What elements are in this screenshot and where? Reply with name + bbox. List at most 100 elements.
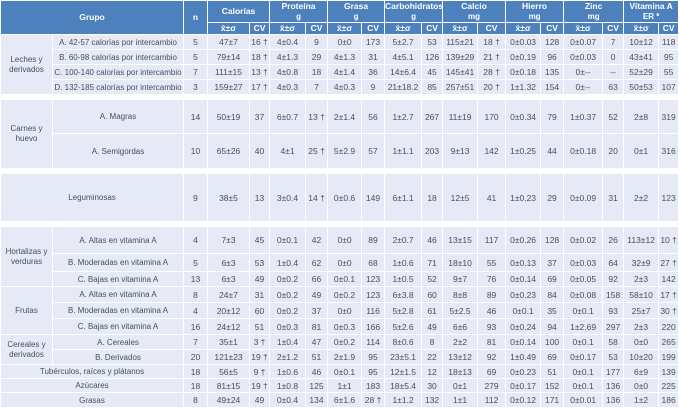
cv-cell: 126 — [422, 50, 443, 64]
n-cell: 8 — [184, 287, 207, 302]
stat-cell: 0±0.03 — [564, 254, 603, 271]
cv-cell: 85 — [422, 80, 443, 94]
cv-cell: 186 — [659, 393, 679, 407]
stat-cell: 0±0 — [328, 254, 362, 271]
stat-cell: 1±1 — [443, 393, 478, 407]
group-cell: Leguminosas — [1, 174, 183, 221]
stat-cell: 1±0.4 — [270, 335, 306, 349]
cv-cell: 55 — [659, 65, 679, 79]
stat-cell: 0±0.17 — [564, 350, 603, 364]
stat-cell: 4±5.1 — [385, 50, 422, 64]
stat-cell: 1±0.8 — [270, 379, 306, 392]
stat-cell: 0±0.1 — [564, 335, 603, 349]
n-cell: 20 — [184, 350, 207, 364]
subgroup-cell: A. Cereales — [53, 335, 183, 349]
column-header-nutrient: Grasa g — [328, 1, 385, 22]
stat-cell: 58±10 — [624, 287, 659, 302]
stat-cell: 0±0.03 — [564, 50, 603, 64]
cv-cell: 17 † — [659, 287, 679, 302]
stat-cell: 6±3 — [208, 272, 249, 286]
stat-cell: 6±3 — [208, 254, 249, 271]
cv-cell: 95 — [362, 365, 385, 378]
stat-cell: 38±5 — [208, 174, 249, 221]
stat-cell: 25±7 — [624, 303, 659, 318]
cv-cell: 9 — [362, 80, 385, 94]
column-header-cv: CV — [422, 23, 443, 34]
subgroup-cell: C. Bajas en vitamina A — [53, 319, 183, 334]
cv-cell: 107 — [659, 80, 679, 94]
subgroup-cell: A. 42-57 calorías por intercambio — [53, 35, 183, 49]
stat-cell: 9±7 — [443, 272, 478, 286]
table-row: Hortalizas y verduras A. Altas en vitamin… — [1, 227, 679, 286]
stat-cell: 0±0.1 — [564, 303, 603, 318]
cv-cell: 69 — [541, 272, 564, 286]
cv-cell: 29 — [541, 174, 564, 221]
cv-cell: 37 — [541, 254, 564, 271]
group-cell: Tubérculos, raíces y plátanos — [1, 365, 183, 378]
stat-cell: 14±6.4 — [385, 65, 422, 79]
stat-cell: 2±2 — [624, 174, 659, 221]
cv-cell: 64 — [603, 254, 624, 271]
column-header-stat: x̄±σ — [506, 23, 541, 34]
stat-cell: 0±0.05 — [564, 272, 603, 286]
stat-cell: 0±0 — [328, 35, 362, 49]
subgroup-cell: A. Altas en vitamina A — [53, 287, 183, 302]
subgroup-cell: A. Semigordas — [53, 134, 183, 168]
nutrient-name: Hierro — [522, 1, 548, 12]
cv-cell: 52 — [422, 272, 443, 286]
cv-cell: 0 — [603, 50, 624, 64]
stat-cell: 1±2.69 — [564, 319, 603, 334]
cv-cell: 46 — [478, 303, 506, 318]
subgroup-cell: C. Bajas en vitamina A — [53, 272, 183, 286]
cv-cell: 171 — [541, 393, 564, 407]
cv-cell: 81 — [306, 319, 328, 334]
cv-cell: 220 — [659, 319, 679, 334]
cv-cell: 93 — [478, 319, 506, 334]
stat-cell: 6±0.7 — [270, 100, 306, 133]
cv-cell: 118 — [659, 35, 679, 49]
header-row-sub: x̄±σ CV x̄±σ CV x̄±σ CV x̄±σ CV x̄±σ CV x̄±σ CV x̄±σ… — [1, 23, 679, 34]
stat-cell: 0±0 — [328, 227, 362, 253]
cv-cell: 92 — [603, 272, 624, 286]
column-header-cv: CV — [659, 23, 679, 34]
table-row: Cereales y derivados A. Cereales 7 35±1 3 † 1… — [1, 335, 679, 364]
group-cell: Carnes y huevo — [1, 100, 52, 168]
stat-cell: 2±0.7 — [385, 227, 422, 253]
column-header-stat: x̄±σ — [564, 23, 603, 34]
cv-cell: 37 — [250, 100, 270, 133]
stat-cell: 8±0.6 — [385, 335, 422, 349]
cv-cell: 199 — [659, 350, 679, 364]
cv-cell: 61 — [422, 303, 443, 318]
stat-cell: 1±0.6 — [270, 365, 306, 378]
nutrient-unit: g — [411, 11, 416, 21]
column-header-stat: x̄±σ — [385, 23, 422, 34]
cv-cell: 69 — [478, 365, 506, 378]
stat-cell: 43±41 — [624, 50, 659, 64]
stat-cell: 79±14 — [208, 50, 249, 64]
cv-cell: 89 — [478, 287, 506, 302]
cv-cell: 123 — [362, 272, 385, 286]
cv-cell: 93 — [603, 303, 624, 318]
cv-cell: 19 † — [250, 379, 270, 392]
cv-cell: 123 — [659, 174, 679, 221]
group-cell: Hortalizas y verduras — [1, 227, 52, 286]
cv-cell: 42 — [306, 227, 328, 253]
stat-cell: 0±0.3 — [328, 319, 362, 334]
stat-cell: 20±12 — [208, 303, 249, 318]
stat-cell: 0±-- — [564, 80, 603, 94]
cv-cell: 92 — [478, 350, 506, 364]
cv-cell: 36 — [362, 65, 385, 79]
cv-cell: 12 — [422, 365, 443, 378]
spacer-cell — [1, 95, 678, 99]
spacer-cell — [1, 169, 678, 173]
nutrient-name: Proteína — [281, 1, 316, 12]
stat-cell: 1±2.7 — [385, 100, 422, 133]
cv-cell: 79 — [541, 100, 564, 133]
group-cell: Leches y derivados — [1, 35, 52, 94]
stat-cell: 1±0.25 — [506, 134, 541, 168]
cv-cell: 125 — [306, 379, 328, 392]
stat-cell: 4±0.4 — [270, 35, 306, 49]
stat-cell: 0±0.08 — [564, 287, 603, 302]
cv-cell: 203 — [422, 134, 443, 168]
stat-cell: 10±20 — [624, 350, 659, 364]
